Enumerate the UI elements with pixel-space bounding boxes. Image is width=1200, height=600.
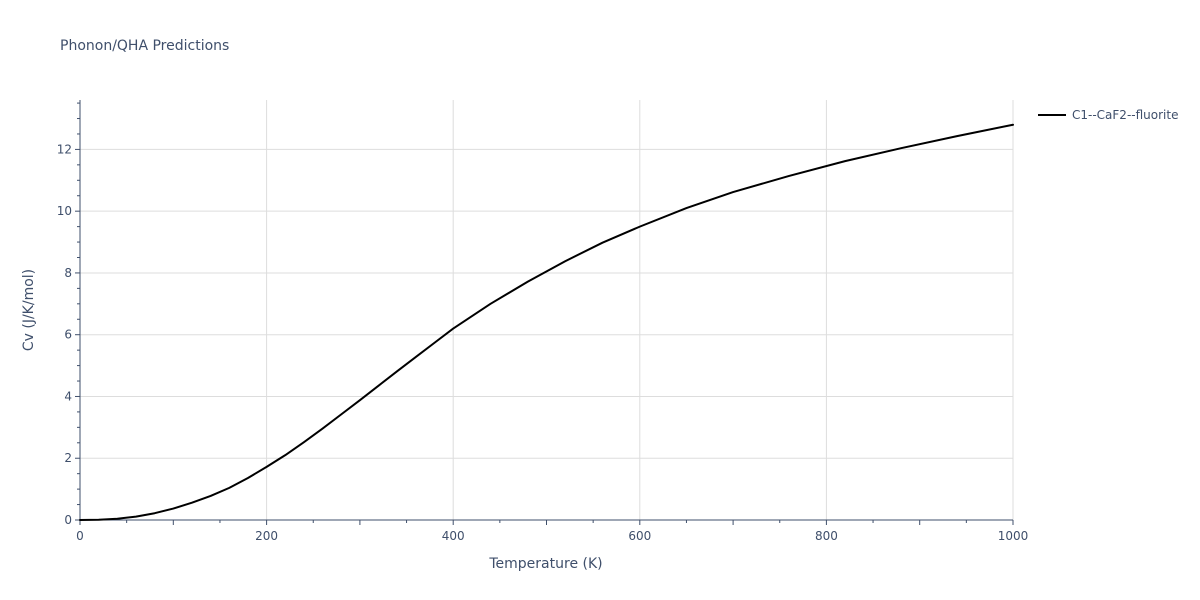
legend-label: C1--CaF2--fluorite: [1072, 108, 1178, 122]
y-tick-label: 8: [64, 266, 72, 280]
x-tick-label: 1000: [998, 529, 1029, 543]
y-axis-title: Cv (J/K/mol): [21, 269, 37, 351]
series-line-0: [79, 123, 1014, 521]
x-tick-label: 600: [628, 529, 651, 543]
y-tick-label: 2: [64, 451, 72, 465]
chart-title: Phonon/QHA Predictions: [60, 38, 229, 54]
x-tick-label: 400: [442, 529, 465, 543]
x-axis-title: Temperature (K): [488, 556, 602, 572]
legend[interactable]: C1--CaF2--fluorite: [1038, 108, 1178, 122]
x-tick-label: 200: [255, 529, 278, 543]
y-tick-label: 0: [64, 513, 72, 527]
x-tick-label: 800: [815, 529, 838, 543]
x-tick-label: 0: [76, 529, 84, 543]
y-tick-label: 10: [57, 204, 72, 218]
y-tick-label: 6: [64, 328, 72, 342]
y-tick-label: 12: [57, 142, 72, 156]
plot-area: 0 200 400 600 800 1000 0 2 4 6 8 10 12: [57, 100, 1029, 543]
y-tick-label: 4: [64, 389, 72, 403]
